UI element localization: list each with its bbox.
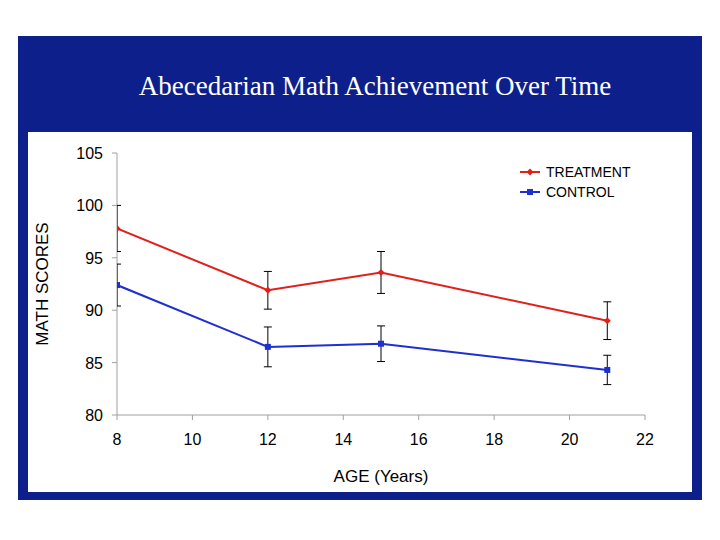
error-bar bbox=[603, 355, 611, 384]
error-cap bbox=[603, 339, 611, 340]
error-bar bbox=[264, 327, 272, 367]
marker bbox=[265, 344, 271, 350]
error-cap bbox=[264, 326, 272, 327]
marker bbox=[604, 317, 611, 324]
legend: TREATMENT CONTROL bbox=[520, 164, 631, 200]
error-cap bbox=[603, 301, 611, 302]
error-bar bbox=[117, 205, 121, 251]
x-tick-label: 8 bbox=[113, 431, 122, 448]
y-tick-label: 105 bbox=[76, 145, 103, 162]
x-tick bbox=[569, 415, 570, 420]
error-bar bbox=[377, 326, 385, 362]
marker bbox=[378, 341, 384, 347]
error-cap bbox=[377, 251, 385, 252]
chart: Abecedarian Math Achievement Over Time 80… bbox=[0, 0, 720, 540]
legend-marker bbox=[527, 189, 533, 195]
x-tick bbox=[418, 415, 419, 420]
title: Abecedarian Math Achievement Over Time bbox=[139, 71, 611, 101]
y-tick bbox=[112, 415, 117, 416]
x-tick-label: 14 bbox=[334, 431, 352, 448]
error-bar bbox=[603, 302, 611, 340]
series-line bbox=[117, 228, 607, 320]
slide-background bbox=[18, 36, 702, 500]
x-axis bbox=[117, 415, 645, 416]
error-bar bbox=[264, 271, 272, 309]
x-tick bbox=[267, 415, 268, 420]
y-tick bbox=[112, 362, 117, 363]
error-cap bbox=[603, 355, 611, 356]
x-tick-label: 22 bbox=[636, 431, 654, 448]
marker bbox=[117, 225, 121, 232]
y-tick bbox=[112, 310, 117, 311]
x-tick-label: 16 bbox=[410, 431, 428, 448]
x-axis-label: AGE (Years) bbox=[334, 467, 429, 486]
marker bbox=[117, 282, 120, 288]
error-cap bbox=[117, 251, 121, 252]
y-tick-label: 80 bbox=[85, 407, 103, 424]
chart-area bbox=[28, 132, 692, 492]
series-line bbox=[117, 285, 607, 370]
x-tick-label: 10 bbox=[184, 431, 202, 448]
marker bbox=[378, 269, 385, 276]
y-tick bbox=[112, 153, 117, 154]
x-tick-label: 20 bbox=[561, 431, 579, 448]
y-tick-label: 85 bbox=[85, 355, 103, 372]
x-tick bbox=[117, 415, 118, 420]
y-tick bbox=[112, 257, 117, 258]
y-tick bbox=[112, 205, 117, 206]
error-cap bbox=[377, 325, 385, 326]
error-cap bbox=[377, 361, 385, 362]
marker bbox=[264, 287, 271, 294]
error-cap bbox=[377, 293, 385, 294]
page-background bbox=[0, 0, 720, 540]
x-tick bbox=[343, 415, 344, 420]
x-tick bbox=[645, 415, 646, 420]
legend-label: CONTROL bbox=[546, 184, 615, 200]
error-cap bbox=[603, 384, 611, 385]
x-tick-label: 18 bbox=[485, 431, 503, 448]
legend-label: TREATMENT bbox=[546, 164, 631, 180]
y-tick-label: 90 bbox=[85, 302, 103, 319]
y-tick-label: 95 bbox=[85, 250, 103, 267]
error-cap bbox=[264, 309, 272, 310]
error-cap bbox=[264, 366, 272, 367]
x-tick bbox=[192, 415, 193, 420]
y-tick-label: 100 bbox=[76, 197, 103, 214]
error-bar bbox=[377, 252, 385, 294]
error-cap bbox=[117, 205, 121, 206]
x-tick bbox=[494, 415, 495, 420]
error-bar bbox=[117, 264, 121, 306]
marker bbox=[604, 367, 610, 373]
y-axis-label: MATH SCORES bbox=[33, 222, 52, 345]
x-tick-label: 12 bbox=[259, 431, 277, 448]
plot-data bbox=[117, 205, 611, 384]
error-cap bbox=[117, 264, 121, 265]
error-cap bbox=[117, 306, 121, 307]
legend-marker bbox=[527, 169, 534, 176]
error-cap bbox=[264, 271, 272, 272]
